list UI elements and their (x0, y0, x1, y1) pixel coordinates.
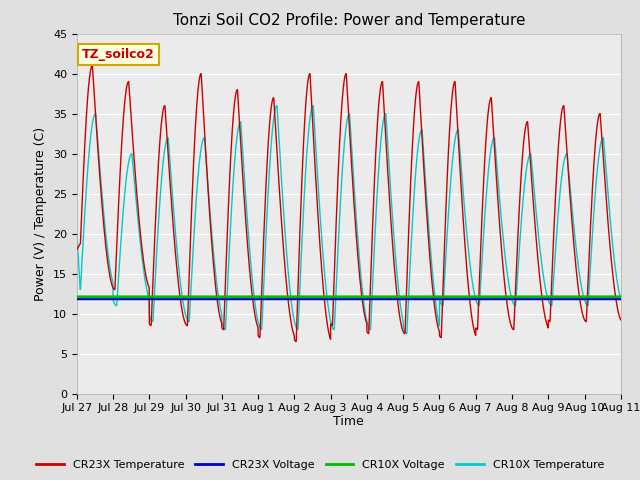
X-axis label: Time: Time (333, 415, 364, 428)
Legend: CR23X Temperature, CR23X Voltage, CR10X Voltage, CR10X Temperature: CR23X Temperature, CR23X Voltage, CR10X … (31, 456, 609, 474)
Title: Tonzi Soil CO2 Profile: Power and Temperature: Tonzi Soil CO2 Profile: Power and Temper… (173, 13, 525, 28)
Y-axis label: Power (V) / Temperature (C): Power (V) / Temperature (C) (35, 127, 47, 300)
Text: TZ_soilco2: TZ_soilco2 (82, 48, 155, 61)
